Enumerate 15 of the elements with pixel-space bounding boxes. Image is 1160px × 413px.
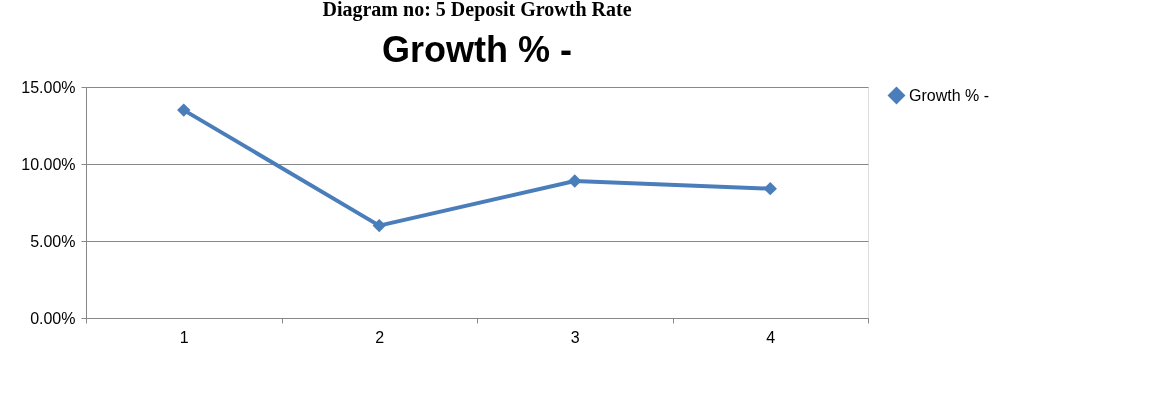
- point: [568, 174, 582, 188]
- x-tick-label: 2: [375, 328, 385, 346]
- x-tick-label: 1: [179, 328, 189, 346]
- point: [763, 181, 777, 196]
- y-tick-label: 5.00%: [30, 232, 76, 250]
- legend-label: Growth % -: [909, 86, 990, 104]
- chart-title: Diagram no: 5 Deposit Growth Rate: [322, 0, 632, 21]
- x-tick-label: 3: [570, 328, 580, 346]
- x-tick-label: 4: [766, 328, 776, 346]
- point: [177, 103, 191, 117]
- point: [372, 218, 386, 233]
- y-tick-label: 0.00%: [30, 309, 76, 327]
- y-tick-label: 10.00%: [21, 155, 76, 173]
- chart-subtitle: Growth % -: [382, 29, 572, 70]
- y-tick-label: 15.00%: [21, 78, 76, 96]
